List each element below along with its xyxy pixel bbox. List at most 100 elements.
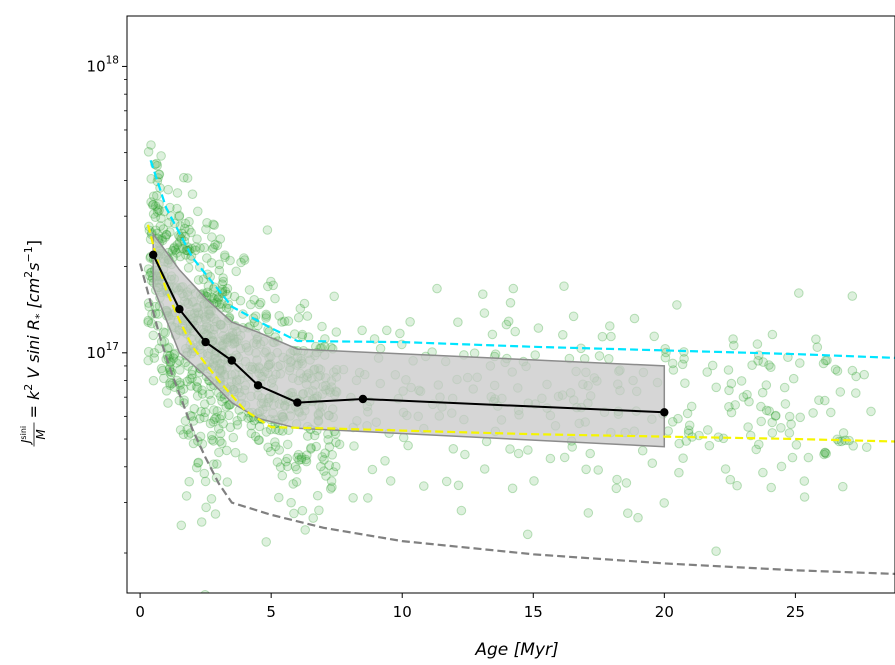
scatter-point [143, 317, 153, 328]
scatter-point [254, 299, 265, 310]
scatter-point [296, 452, 307, 463]
scatter-point [289, 329, 300, 339]
scatter-point [213, 294, 223, 304]
scatter-point [161, 229, 172, 240]
scatter-point [207, 434, 217, 445]
scatter-point [156, 151, 166, 161]
scatter-point [736, 376, 747, 386]
median-point [175, 305, 184, 314]
scatter-point [605, 321, 615, 331]
scatter-point [197, 389, 208, 399]
scatter-point [277, 470, 288, 481]
scatter-point [597, 331, 608, 342]
scatter-point [847, 291, 858, 301]
scatter-point [753, 356, 763, 366]
scatter-point [153, 204, 163, 214]
median-line-path [152, 254, 665, 414]
scatter-point [214, 299, 225, 310]
scatter-point [192, 383, 203, 393]
scatter-point [232, 416, 242, 426]
scatter-point [711, 546, 721, 557]
scatter-point [594, 351, 605, 361]
scatter-point [169, 349, 179, 360]
scatter-point [161, 386, 172, 396]
scatter-point [811, 334, 821, 345]
scatter-point [301, 454, 311, 465]
scatter-point [192, 391, 203, 401]
scatter-point [261, 313, 271, 323]
scatter-point [633, 512, 643, 523]
scatter-point [254, 421, 265, 432]
scatter-point [148, 330, 159, 341]
scatter-point [766, 482, 777, 493]
scatter-point [726, 378, 737, 389]
y-ticks: 1017 1018 [87, 54, 127, 554]
scatter-point [308, 513, 319, 523]
scatter-point [253, 435, 264, 446]
scatter-point [266, 446, 276, 457]
scatter-point [637, 445, 648, 456]
scatter-point [513, 448, 524, 459]
scatter-point [723, 365, 734, 375]
scatter-point [795, 358, 805, 368]
scatter-point [156, 363, 167, 374]
scatter-point [674, 467, 684, 478]
scatter-point [209, 242, 219, 253]
scatter-point [232, 420, 243, 430]
scatter-point [325, 484, 336, 494]
scatter-point [279, 316, 290, 327]
scatter-point [186, 227, 196, 238]
scatter-point [724, 385, 734, 396]
scatter-point [505, 444, 515, 454]
scatter-point [321, 471, 331, 481]
scatter-point [568, 311, 579, 322]
scatter-point [184, 216, 194, 227]
scatter-point [169, 243, 179, 254]
scatter-point [744, 396, 754, 407]
scatter-point [210, 239, 220, 250]
scatter-point [302, 431, 313, 441]
scatter-point [193, 458, 203, 468]
cyan-dashed-line [149, 159, 895, 359]
scatter-point [729, 340, 739, 351]
scatter-point [261, 427, 272, 437]
scatter-point [148, 199, 158, 210]
scatter-point [261, 311, 272, 321]
scatter-point [163, 398, 173, 408]
scatter-point [703, 425, 713, 435]
scatter-point [327, 450, 338, 460]
scatter-point [766, 362, 776, 373]
scatter-point [209, 220, 219, 230]
scatter-point [317, 452, 328, 462]
scatter-point [181, 491, 192, 501]
scatter-point [207, 232, 217, 242]
scatter-point [297, 329, 308, 340]
scatter-point [159, 373, 169, 384]
scatter-point [673, 413, 683, 424]
scatter-point [501, 319, 512, 330]
scatter-point [832, 366, 843, 376]
scatter-point [202, 253, 212, 263]
median-line [149, 250, 669, 417]
scatter-point [215, 428, 226, 439]
scatter-point [146, 197, 156, 207]
gray-dashed-line [139, 263, 895, 575]
scatter-point [334, 439, 345, 450]
scatter-point [174, 210, 185, 221]
scatter-point [143, 315, 153, 326]
scatter-point [567, 442, 578, 452]
scatter-point [200, 590, 210, 593]
scatter-point [838, 481, 848, 492]
scatter-point [221, 445, 232, 456]
scatter-point [231, 266, 241, 277]
scatter-point [487, 329, 498, 340]
scatter-point [212, 240, 223, 251]
scatter-point [172, 240, 183, 250]
scatter-point [327, 482, 337, 493]
scatter-point [263, 281, 273, 292]
scatter-point [290, 461, 301, 472]
scatter-point [795, 412, 806, 423]
scatter-point [196, 406, 206, 417]
scatter-point [215, 414, 225, 424]
scatter-point [214, 447, 224, 458]
